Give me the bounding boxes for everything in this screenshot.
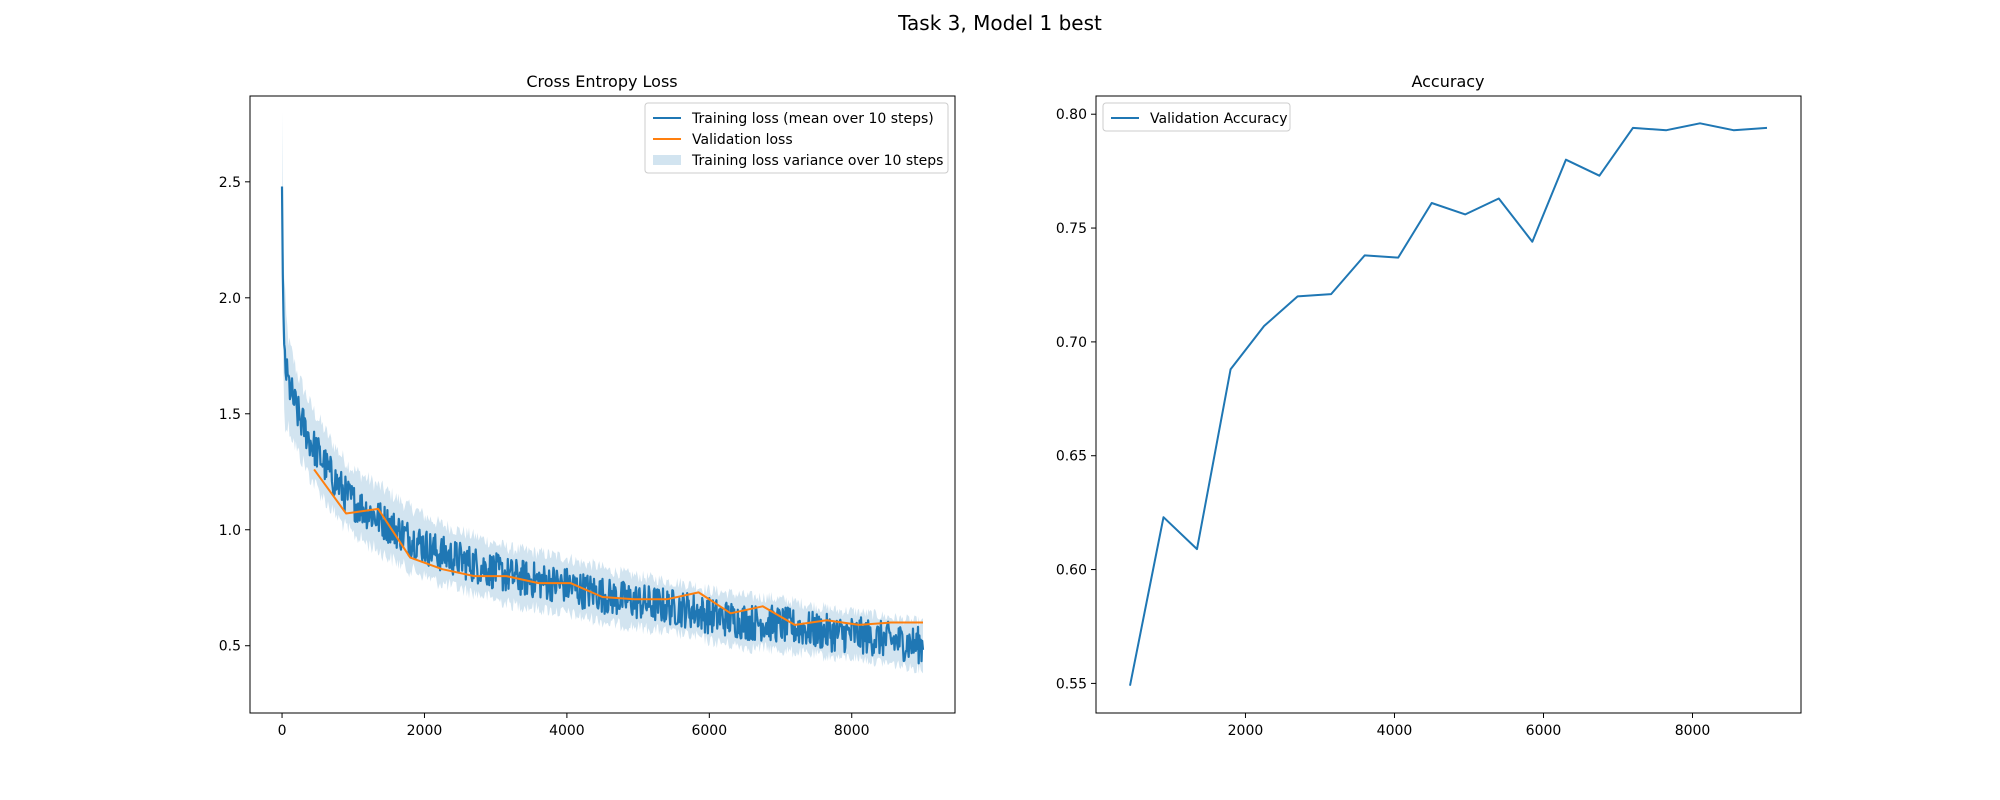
y-tick-label: 0.75	[1056, 221, 1087, 237]
legend-entry: Validation Accuracy	[1150, 111, 1288, 127]
y-tick-label: 0.5	[219, 639, 241, 655]
x-tick-label: 2000	[1228, 723, 1264, 739]
axes-frame	[1095, 95, 1802, 714]
loss-panel: Cross Entropy Loss 0 2000 4000 6000 8000 0.5 1…	[219, 72, 956, 739]
series-2-variance-band	[282, 111, 923, 674]
legend-entry: Validation loss	[692, 132, 793, 148]
x-tick-label: 4000	[1377, 723, 1413, 739]
y-tick-label: 2.0	[219, 291, 241, 307]
legend: Training loss (mean over 10 steps) Valida…	[644, 102, 949, 174]
accuracy-panel-title: Accuracy	[1411, 72, 1484, 91]
y-tick-label: 2.5	[219, 175, 241, 191]
x-tick-label: 8000	[834, 723, 870, 739]
x-tick-label: 4000	[549, 723, 585, 739]
y-tick-label: 0.60	[1056, 563, 1087, 579]
legend-entry: Training loss variance over 10 steps	[691, 153, 943, 169]
y-tick-label: 0.80	[1056, 107, 1087, 123]
y-tick-label: 1.5	[219, 407, 241, 423]
y-tick-label: 0.55	[1056, 676, 1087, 692]
plot-area	[280, 111, 925, 674]
x-tick-label: 8000	[1675, 723, 1711, 739]
legend-entry: Training loss (mean over 10 steps)	[691, 111, 934, 127]
series-0-line	[280, 186, 925, 665]
plot-area	[1129, 122, 1768, 686]
y-tick-label: 0.65	[1056, 449, 1087, 465]
series-1-line	[313, 468, 923, 626]
legend: Validation Accuracy	[1102, 102, 1291, 132]
loss-panel-title: Cross Entropy Loss	[526, 72, 677, 91]
legend-box	[1102, 102, 1291, 132]
accuracy-panel: Accuracy 2000 4000 6000 8000 0.55 0.60 0.65 0.7…	[1056, 72, 1802, 739]
figure-suptitle: Task 3, Model 1 best	[897, 11, 1102, 35]
y-tick-label: 1.0	[219, 523, 241, 539]
series-0-line	[1129, 122, 1768, 686]
x-tick-label: 6000	[691, 723, 727, 739]
axes-frame	[249, 95, 956, 714]
x-tick-label: 0	[278, 723, 287, 739]
x-tick-label: 6000	[1526, 723, 1562, 739]
y-tick-label: 0.70	[1056, 335, 1087, 351]
legend-swatch	[653, 155, 681, 165]
x-tick-label: 2000	[407, 723, 443, 739]
legend-box	[644, 102, 949, 174]
